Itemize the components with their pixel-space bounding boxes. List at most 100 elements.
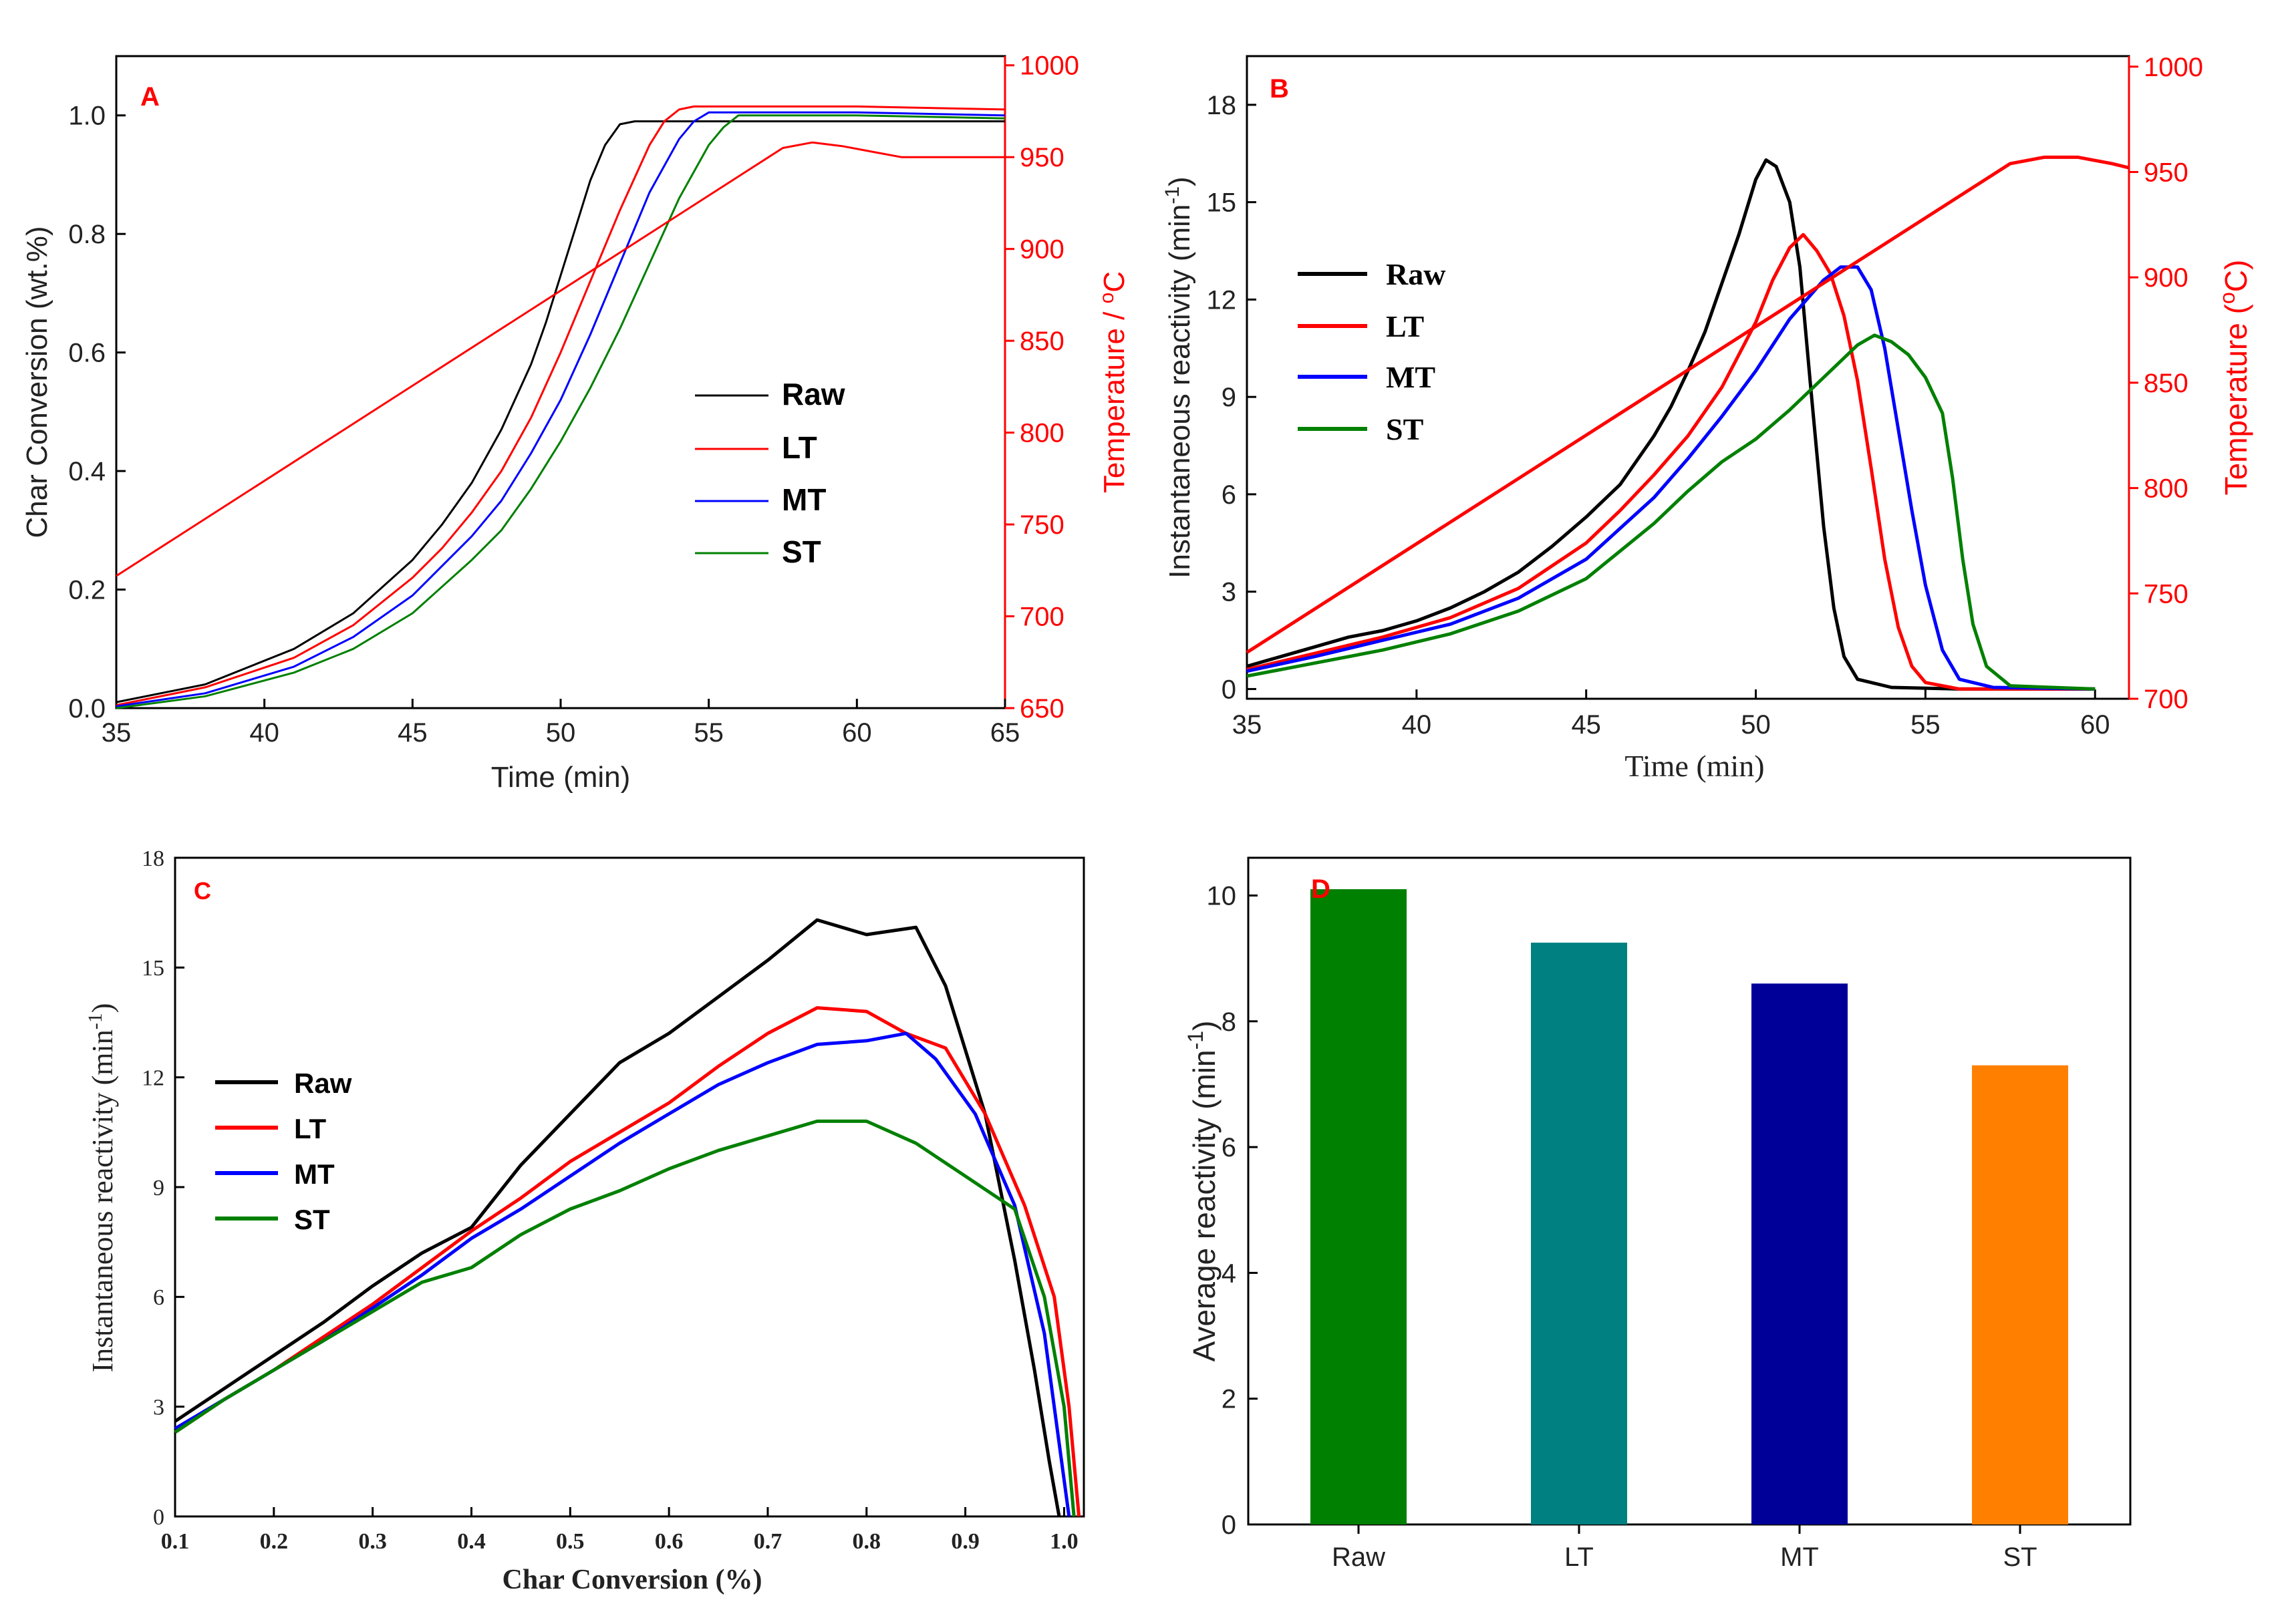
b-y2-tick-label: 850 <box>2144 369 2188 398</box>
b-y2-tick-label: 1000 <box>2144 53 2203 82</box>
d-x-tick-label-lt: LT <box>1564 1542 1594 1572</box>
c-y-tick-label: 3 <box>153 1396 164 1420</box>
b-y2-tick-label: 950 <box>2144 158 2188 187</box>
d-y-tick-label: 4 <box>1222 1259 1236 1288</box>
c-line-raw <box>174 918 1061 1517</box>
d-bar-st <box>1972 1065 2068 1524</box>
panel-a-y-axis-title: Char Conversion (wt.%) <box>21 226 53 538</box>
b-x-tick-label: 35 <box>1232 710 1262 740</box>
c-y-tick-label: 0 <box>153 1505 164 1530</box>
c-line-mt <box>174 1031 1071 1517</box>
panel-b-legend-label-st: ST <box>1386 412 1423 446</box>
a-y-tick-label: 0.8 <box>68 220 106 249</box>
d-y-tick-label: 6 <box>1222 1133 1236 1162</box>
panel-b-legend-label-mt: MT <box>1386 360 1435 394</box>
panel-a-y-ticks: 0.0 0.2 0.4 0.6 0.8 1.0 <box>68 102 126 723</box>
panel-a-legend-label-st: ST <box>782 534 821 569</box>
panel-d-y-title-tail: ) <box>1187 1021 1222 1031</box>
panel-a-letter: A <box>140 82 160 112</box>
panel-d-bars: Raw LT MT ST <box>1310 889 2068 1572</box>
panel-c-legend-label-mt: MT <box>294 1158 335 1190</box>
b-x-tick-label: 60 <box>2080 710 2110 740</box>
d-x-tick-label-mt: MT <box>1780 1542 1819 1572</box>
panel-a-y2-axis-title: Temperature / oC <box>1096 271 1131 493</box>
panel-b-y2-ticks: 700 750 800 850 900 950 1000 <box>2129 53 2203 714</box>
panel-b-x-ticks: 35 40 45 50 55 60 <box>1232 689 2110 740</box>
panel-a-legend: Raw LT MT ST <box>695 377 845 569</box>
a-x-tick-label: 55 <box>694 718 724 748</box>
panel-b-letter: B <box>1270 74 1289 104</box>
c-x-tick-label: 0.4 <box>457 1529 486 1554</box>
d-y-tick-label: 10 <box>1207 881 1237 911</box>
panel-d-y-axis-title: Average reactivity (min-1) <box>1183 1021 1222 1362</box>
panel-b-y-title-sup: -1 <box>1161 186 1183 204</box>
panel-c-y-title-tail: ) <box>86 1003 119 1013</box>
panel-a-y2-title-tail: C <box>1098 271 1131 293</box>
panel-c-letter: C <box>194 877 211 905</box>
a-x-tick-label: 65 <box>990 718 1020 748</box>
c-x-tick-label: 0.7 <box>754 1529 782 1554</box>
d-bar-raw <box>1310 889 1407 1524</box>
a-y-tick-label: 0.4 <box>68 457 106 486</box>
c-y-tick-label: 12 <box>142 1066 164 1091</box>
a-x-tick-label: 60 <box>842 718 872 748</box>
panel-c-x-ticks: 0.1 0.2 0.3 0.4 0.5 0.6 0.7 0.8 0.9 1.0 <box>161 1507 1079 1554</box>
a-y-tick-label: 0.2 <box>68 576 106 605</box>
panel-d-letter: D <box>1311 874 1330 904</box>
c-x-tick-label: 0.5 <box>556 1529 585 1554</box>
panel-b-y2-title-sup: o <box>2215 292 2239 304</box>
b-line-mt <box>1246 265 2096 691</box>
a-y2-tick-label: 750 <box>1020 510 1064 540</box>
c-y-tick-label: 15 <box>142 956 164 981</box>
panel-c-legend-label-raw: Raw <box>294 1068 352 1099</box>
panel-b-plot-frame <box>1246 55 2130 700</box>
b-y-tick-label: 12 <box>1207 285 1237 315</box>
b-line-st <box>1246 333 2096 691</box>
a-y2-tick-label: 800 <box>1020 419 1064 448</box>
panel-c-legend-label-st: ST <box>294 1204 330 1235</box>
panel-b-y2-axis-title: Temperature (oC) <box>2215 260 2253 496</box>
panel-a-y2-title-sup: o <box>1096 293 1118 304</box>
panel-d-plot-frame <box>1247 856 2132 1526</box>
panel-d-y-title-sup: -1 <box>1183 1031 1207 1049</box>
c-x-tick-label: 0.8 <box>853 1529 881 1554</box>
panel-d-y-title-base: Average reactivity (min <box>1187 1049 1222 1361</box>
panel-b-y2-title-tail: C) <box>2219 260 2253 293</box>
b-y2-tick-label: 700 <box>2144 685 2188 714</box>
b-y-tick-label: 0 <box>1222 675 1236 704</box>
d-y-tick-label: 2 <box>1222 1385 1236 1414</box>
d-bar-lt <box>1531 943 1627 1524</box>
a-y2-tick-label: 950 <box>1020 143 1064 172</box>
b-line-lt <box>1246 232 2096 691</box>
panel-c-y-title-base: Instantaneous reactivity (min <box>86 1029 119 1372</box>
c-y-tick-label: 9 <box>153 1176 164 1200</box>
panel-b: 35 40 45 50 55 60 0 3 6 9 12 15 18 700 750 800 850 900 9… <box>1161 53 2254 783</box>
d-y-tick-label: 8 <box>1222 1007 1236 1037</box>
c-y-tick-label: 18 <box>142 846 164 871</box>
panel-b-y-title-base: Instantaneous reactivity (min <box>1163 204 1196 579</box>
c-x-tick-label: 0.9 <box>951 1529 980 1554</box>
panel-b-y-title-tail: ) <box>1163 176 1196 186</box>
a-x-tick-label: 35 <box>102 718 132 748</box>
d-y-tick-label: 0 <box>1222 1510 1236 1540</box>
b-x-tick-label: 55 <box>1910 710 1941 740</box>
b-line-temperature <box>1246 155 2130 654</box>
a-x-tick-label: 50 <box>546 718 576 748</box>
d-x-tick-label-raw: Raw <box>1332 1542 1385 1572</box>
panel-c-y-axis-title: Instantaneous reactivity (min-1) <box>84 1003 120 1373</box>
b-x-tick-label: 45 <box>1571 710 1601 740</box>
a-line-lt <box>116 105 1006 707</box>
panel-c-legend-label-lt: LT <box>294 1113 327 1144</box>
a-x-tick-label: 40 <box>249 718 279 748</box>
d-bar-mt <box>1751 983 1848 1524</box>
panel-c-y-title-sup: -1 <box>84 1013 106 1029</box>
c-line-lt <box>174 1006 1081 1517</box>
a-x-tick-label: 45 <box>398 718 428 748</box>
b-y-tick-label: 6 <box>1222 480 1236 510</box>
a-y2-tick-label: 1000 <box>1020 51 1079 81</box>
panel-b-y2-title-base: Temperature ( <box>2219 303 2253 495</box>
panel-a-legend-label-mt: MT <box>782 482 826 517</box>
panel-a-series <box>116 105 1006 709</box>
b-y-tick-label: 3 <box>1222 578 1236 607</box>
